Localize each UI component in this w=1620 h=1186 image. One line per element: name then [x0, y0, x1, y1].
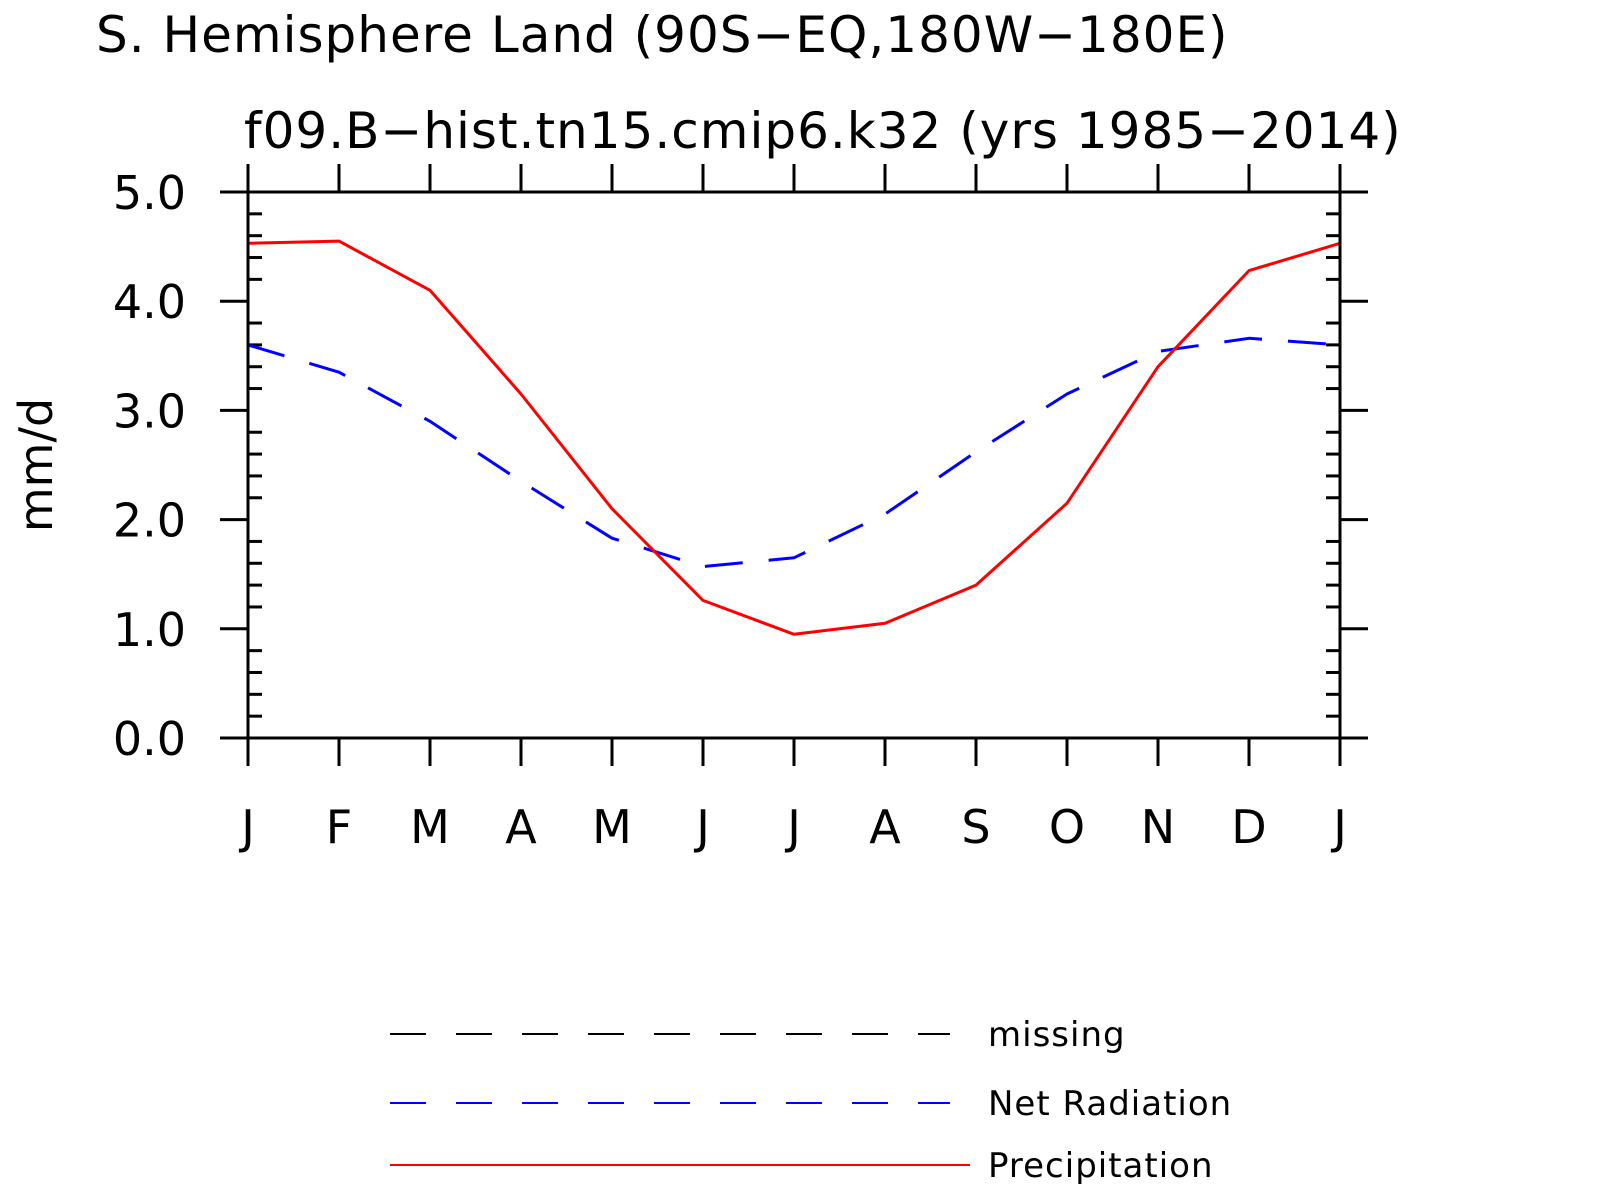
x-tick-label: J: [1330, 800, 1347, 854]
y-tick-label: 4.0: [113, 275, 186, 329]
series-line-precipitation: [247, 239, 1341, 636]
x-tick-label: M: [592, 800, 632, 854]
series-line-net-radiation: [247, 336, 1341, 569]
y-tick-label: 1.0: [113, 603, 186, 657]
legend-label: Net Radiation: [988, 1084, 1232, 1124]
x-tick-label: F: [326, 800, 352, 854]
y-axis-label: mm/d: [9, 398, 63, 532]
y-tick-label: 0.0: [113, 712, 186, 766]
plot-frame: [246, 190, 1342, 740]
y-tick-label: 3.0: [113, 384, 186, 438]
x-tick-label: S: [961, 800, 990, 854]
x-tick-label: A: [869, 800, 901, 854]
x-tick-label: D: [1231, 800, 1266, 854]
x-tick-label: M: [410, 800, 450, 854]
legend: missing Net Radiation Precipitation: [390, 1015, 1232, 1186]
legend-label: Precipitation: [988, 1146, 1214, 1186]
legend-label: missing: [988, 1015, 1126, 1055]
x-tick-label: J: [693, 800, 710, 854]
y-tick-label: 2.0: [113, 494, 186, 548]
x-tick-label: O: [1049, 800, 1085, 854]
x-tick-label: N: [1141, 800, 1175, 854]
x-tick-label: J: [784, 800, 801, 854]
x-tick-label: A: [505, 800, 537, 854]
tick-labels: 0.0 1.0 2.0 3.0 4.0 5.0 J F M A M J J A S O N D J: [113, 166, 1347, 854]
y-tick-label: 5.0: [113, 166, 186, 220]
plot-series: [247, 239, 1341, 636]
axis-ticks: [220, 164, 1368, 766]
chart-title: S. Hemisphere Land (90S−EQ,180W−180E): [96, 6, 1229, 64]
x-tick-label: J: [238, 800, 255, 854]
chart-subtitle: f09.B−hist.tn15.cmip6.k32 (yrs 1985−2014…: [244, 102, 1402, 160]
